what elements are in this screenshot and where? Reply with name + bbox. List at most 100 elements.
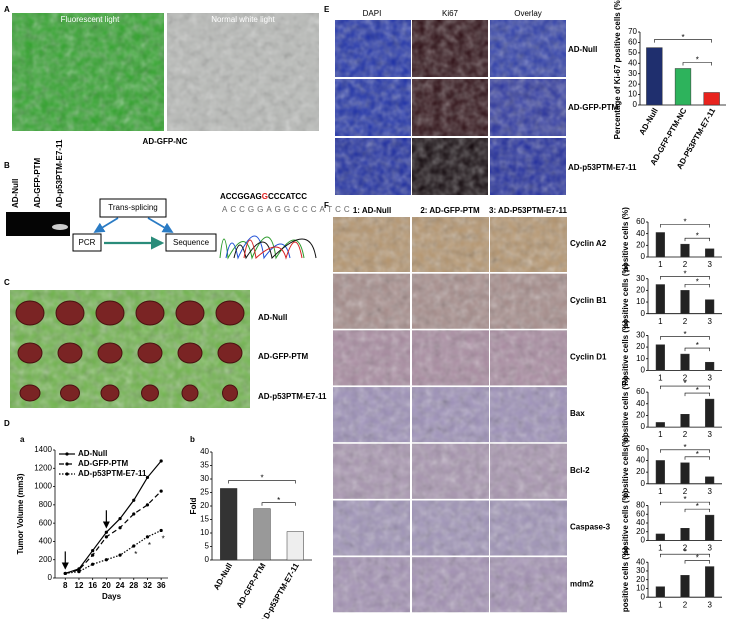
micrograph-texture [167, 13, 319, 131]
bar [703, 92, 720, 106]
bar [680, 290, 690, 314]
micrograph-texture [12, 13, 164, 131]
point [63, 571, 67, 576]
caption: AD-GFP-NC [143, 137, 188, 146]
significance-bracket [684, 284, 710, 288]
tumor [95, 300, 125, 326]
y-tick-label: 80 [636, 501, 645, 510]
significance-bracket [261, 502, 296, 506]
y-tick-label: 25 [200, 488, 209, 497]
significance-bracket [228, 480, 296, 484]
significance-bracket [660, 553, 710, 558]
y-tick-label: 40 [636, 518, 645, 527]
significance-bracket [660, 449, 710, 453]
legend-marker [65, 472, 69, 476]
y-axis-label: positive cells (%) [621, 547, 630, 612]
y-tick-label: 20 [636, 575, 645, 584]
micrograph-texture [333, 387, 410, 443]
micrograph-texture [335, 138, 411, 195]
row-label: AD-Null [568, 45, 597, 54]
bar [655, 422, 665, 428]
significance: * [696, 450, 699, 459]
legend-label: AD-p53PTM-E7-11 [78, 469, 147, 478]
y-tick-label: 1400 [34, 445, 52, 454]
y-tick-label: 60 [636, 444, 645, 453]
y-tick-label: 10 [200, 528, 209, 537]
x-tick-label: 3 [707, 317, 712, 326]
point [132, 498, 136, 502]
bar [655, 344, 665, 371]
y-axis-label: positive cells (%) [621, 263, 630, 328]
micrograph-texture [490, 20, 566, 77]
image-label: Normal white light [211, 15, 275, 24]
bar [705, 566, 715, 598]
y-axis-label: Percentage of Ki-67 positive cells (%) [613, 0, 622, 139]
row-label: Cyclin D1 [570, 353, 607, 362]
y-tick-label: 30 [200, 474, 209, 483]
significance: * [277, 496, 280, 505]
y-axis-label: positive cells (%) [621, 377, 630, 442]
tumor [141, 384, 159, 402]
arrow [147, 217, 174, 233]
x-tick-label: 32 [143, 581, 152, 590]
x-tick-label: 1 [658, 317, 663, 326]
y-tick-label: 0 [641, 309, 646, 318]
y-tick-label: 0 [641, 536, 646, 545]
point [159, 489, 163, 493]
y-tick-label: 20 [636, 527, 645, 536]
micrograph-texture [412, 557, 489, 613]
x-tick-label: 1 [658, 544, 663, 553]
micrograph-texture [412, 387, 489, 443]
micrograph-texture [412, 330, 489, 386]
row-label: Cyclin A2 [570, 239, 607, 248]
tumor [19, 384, 41, 402]
x-tick-label: 3 [707, 374, 712, 383]
micrograph-texture [490, 387, 567, 443]
point [118, 553, 122, 557]
micrograph-texture [490, 500, 567, 556]
bar [680, 353, 690, 371]
point [145, 503, 150, 507]
y-tick-label: 35 [200, 461, 209, 470]
y-tick-label: 30 [628, 69, 637, 78]
point [91, 548, 95, 553]
micrograph-texture [412, 20, 488, 77]
tumor [17, 342, 43, 364]
x-tick-label: 1 [658, 430, 663, 439]
y-tick-label: 800 [39, 500, 53, 509]
micrograph-texture [490, 217, 567, 272]
image-label: Fluorescent light [61, 15, 120, 24]
series-line [65, 529, 162, 575]
y-tick-label: 60 [636, 509, 645, 518]
bar [253, 508, 271, 561]
bar [655, 586, 665, 598]
bar [655, 232, 665, 258]
significance: * [696, 554, 699, 563]
lane-label: AD-GFP-PTM [33, 157, 42, 208]
tumor [57, 342, 83, 364]
lane-label: AD-Null [11, 179, 20, 208]
significance: * [148, 541, 151, 550]
y-tick-label: 20 [628, 79, 637, 88]
bar [286, 531, 304, 561]
x-tick-label: 3 [707, 430, 712, 439]
point [77, 570, 81, 574]
point [145, 535, 150, 539]
row-label: Bax [570, 409, 585, 418]
micrograph-texture [333, 330, 410, 386]
chromatogram [219, 235, 317, 260]
significance-bracket [684, 392, 710, 397]
x-tick-label: AD-Null [637, 107, 659, 137]
significance-bracket [660, 224, 710, 228]
point [118, 516, 122, 521]
y-tick-label: 20 [636, 342, 645, 351]
bar [680, 462, 690, 485]
tumor [215, 300, 245, 326]
y-axis-label: Tumor Volume (mm3) [16, 473, 25, 554]
panel-letter: E [324, 5, 330, 14]
point [91, 553, 95, 557]
y-tick-label: 10 [628, 90, 637, 99]
significance-bracket [660, 276, 710, 280]
micrograph-texture [333, 500, 410, 556]
bar [655, 533, 665, 541]
